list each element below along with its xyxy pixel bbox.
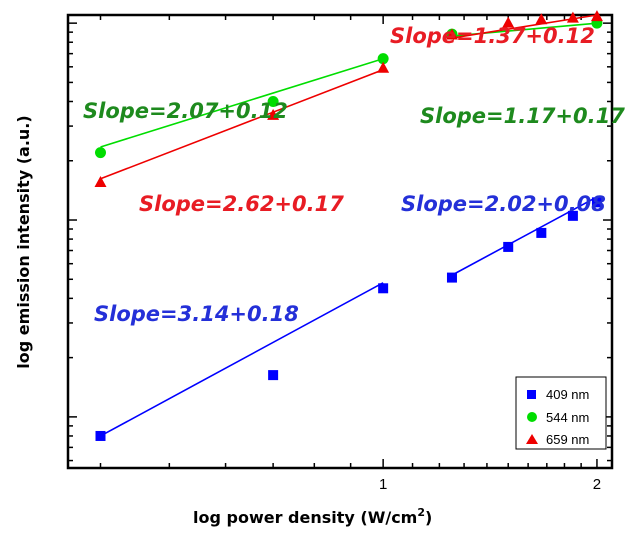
x-axis-title-main: log power density (W/cm xyxy=(193,508,417,527)
data-point-544-nm xyxy=(267,95,279,107)
legend: 409 nm 544 nm 659 nm xyxy=(515,376,607,450)
data-point-409-nm xyxy=(567,210,578,221)
data-point-659-nm xyxy=(535,13,548,25)
data-point-409-nm xyxy=(378,283,389,294)
slope-label-409-high: Slope=2.02+0.08 xyxy=(401,192,606,216)
legend-label-544-nm: 544 nm xyxy=(546,410,589,425)
slope-label-659-high: Slope=1.37+0.12 xyxy=(390,24,595,48)
data-point-409-nm xyxy=(591,197,602,208)
data-point-659-nm xyxy=(502,16,515,28)
data-point-544-nm xyxy=(377,53,389,65)
x-tick-label: 1 xyxy=(379,476,387,493)
data-point-409-nm xyxy=(536,227,547,238)
fit-line-409-nm-low xyxy=(100,282,384,437)
data-point-544-nm xyxy=(94,147,106,159)
data-markers xyxy=(94,10,603,441)
x-axis-title-superscript: 2 xyxy=(417,506,425,519)
data-point-409-nm xyxy=(446,272,457,283)
fit-line-544-nm-low xyxy=(100,57,384,148)
slope-label-544-high: Slope=1.17+0.17 xyxy=(420,104,625,128)
data-point-409-nm xyxy=(95,430,106,441)
data-point-659-nm xyxy=(377,61,390,73)
data-point-659-nm xyxy=(94,176,107,188)
data-point-659-nm xyxy=(267,108,280,120)
data-point-659-nm xyxy=(445,28,458,40)
data-point-659-nm xyxy=(590,10,603,22)
legend-label-659-nm: 659 nm xyxy=(546,432,589,447)
x-tick-label: 2 xyxy=(593,476,601,493)
legend-label-409-nm: 409 nm xyxy=(546,387,589,402)
slope-label-544-low: Slope=2.07+0.12 xyxy=(83,99,288,123)
slope-label-409-low: Slope=3.14+0.18 xyxy=(94,302,299,326)
legend-marker-409-nm xyxy=(527,390,536,399)
legend-marker-659-nm xyxy=(526,434,538,444)
y-axis-title: log emission intensity (a.u.) xyxy=(14,115,33,368)
fit-line-409-nm-high xyxy=(451,196,598,276)
x-axis-title-end: ) xyxy=(425,508,432,527)
data-point-659-nm xyxy=(566,11,579,23)
legend-marker-544-nm xyxy=(527,412,537,422)
fit-line-659-nm-low xyxy=(100,68,384,180)
data-point-409-nm xyxy=(503,241,514,252)
data-point-409-nm xyxy=(268,370,279,381)
x-axis-title: log power density (W/cm2) xyxy=(193,506,432,527)
slope-label-659-low: Slope=2.62+0.17 xyxy=(139,192,344,216)
